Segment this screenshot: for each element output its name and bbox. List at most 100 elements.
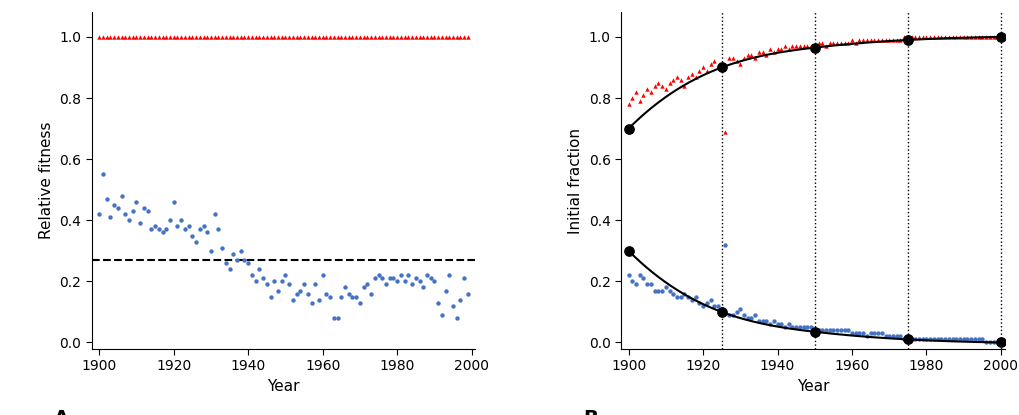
Point xyxy=(750,49,766,56)
Point xyxy=(892,333,908,340)
Point xyxy=(820,40,837,46)
Point xyxy=(140,208,156,215)
Point xyxy=(158,34,174,40)
Point xyxy=(895,336,911,343)
Point xyxy=(344,293,361,300)
Point xyxy=(698,300,714,306)
Point xyxy=(284,34,301,40)
Point xyxy=(784,43,800,49)
Point xyxy=(352,300,368,306)
Point xyxy=(440,272,457,278)
Point xyxy=(824,327,841,334)
Point xyxy=(709,303,726,309)
Point xyxy=(311,34,327,40)
Point xyxy=(251,34,267,40)
Point xyxy=(980,339,997,346)
Point xyxy=(288,290,305,297)
Point xyxy=(928,336,945,343)
Point xyxy=(817,43,834,49)
Point xyxy=(154,34,170,40)
Point xyxy=(199,229,215,236)
Point xyxy=(668,293,685,300)
Point xyxy=(347,293,364,300)
Point xyxy=(988,339,1005,346)
Point xyxy=(743,52,759,59)
Point xyxy=(858,333,874,340)
Point xyxy=(921,34,937,40)
Point xyxy=(660,79,677,86)
Point xyxy=(217,260,233,266)
Point xyxy=(273,34,289,40)
Point xyxy=(113,193,129,199)
Point xyxy=(136,34,152,40)
Point xyxy=(705,58,721,65)
Point xyxy=(646,83,662,89)
Point xyxy=(408,34,424,40)
Point xyxy=(455,275,472,282)
Point xyxy=(363,290,379,297)
Point xyxy=(236,256,253,263)
Point xyxy=(385,34,401,40)
Point xyxy=(165,34,181,40)
Point xyxy=(344,34,361,40)
Point xyxy=(917,336,933,343)
Point xyxy=(296,281,312,288)
Point xyxy=(713,309,730,315)
Point xyxy=(228,34,245,40)
Point xyxy=(151,226,167,233)
Point xyxy=(370,272,386,278)
Point xyxy=(813,40,829,46)
Point xyxy=(657,284,674,291)
Point xyxy=(225,251,242,257)
Point xyxy=(720,55,737,61)
Point xyxy=(906,336,922,343)
Point xyxy=(820,327,837,334)
Point xyxy=(757,52,773,59)
Y-axis label: Relative fitness: Relative fitness xyxy=(39,122,54,239)
Point xyxy=(713,64,730,71)
Point xyxy=(862,37,878,43)
Point xyxy=(899,37,915,43)
Point xyxy=(340,290,357,297)
Point xyxy=(906,34,922,40)
Point xyxy=(680,73,696,80)
Point xyxy=(788,324,804,330)
Point xyxy=(798,324,814,330)
Point xyxy=(196,34,212,40)
Point xyxy=(396,34,413,40)
Point xyxy=(221,34,237,40)
Point xyxy=(239,34,256,40)
Point xyxy=(653,83,669,89)
Point xyxy=(437,34,453,40)
Point xyxy=(653,287,669,294)
Point xyxy=(121,34,138,40)
Point xyxy=(352,34,368,40)
Point xyxy=(184,34,201,40)
Point xyxy=(940,336,956,343)
Point xyxy=(854,330,870,337)
Point xyxy=(969,34,985,40)
Point xyxy=(917,34,933,40)
Point xyxy=(973,336,989,343)
Y-axis label: Initial fraction: Initial fraction xyxy=(568,127,583,234)
Point xyxy=(184,232,201,239)
Point xyxy=(444,34,461,40)
Point xyxy=(169,34,185,40)
Point xyxy=(381,275,397,282)
Point xyxy=(761,46,777,52)
Point xyxy=(128,199,145,205)
Point xyxy=(705,303,721,309)
Point xyxy=(620,272,636,278)
Point xyxy=(333,34,350,40)
Point xyxy=(437,287,453,294)
Point xyxy=(873,330,890,337)
Point xyxy=(809,327,825,334)
Point xyxy=(117,34,133,40)
Point xyxy=(802,324,818,330)
Point xyxy=(694,64,710,71)
Point xyxy=(955,336,971,343)
Point xyxy=(962,336,978,343)
Point xyxy=(232,34,249,40)
Text: B: B xyxy=(582,409,597,415)
Point xyxy=(225,34,242,40)
